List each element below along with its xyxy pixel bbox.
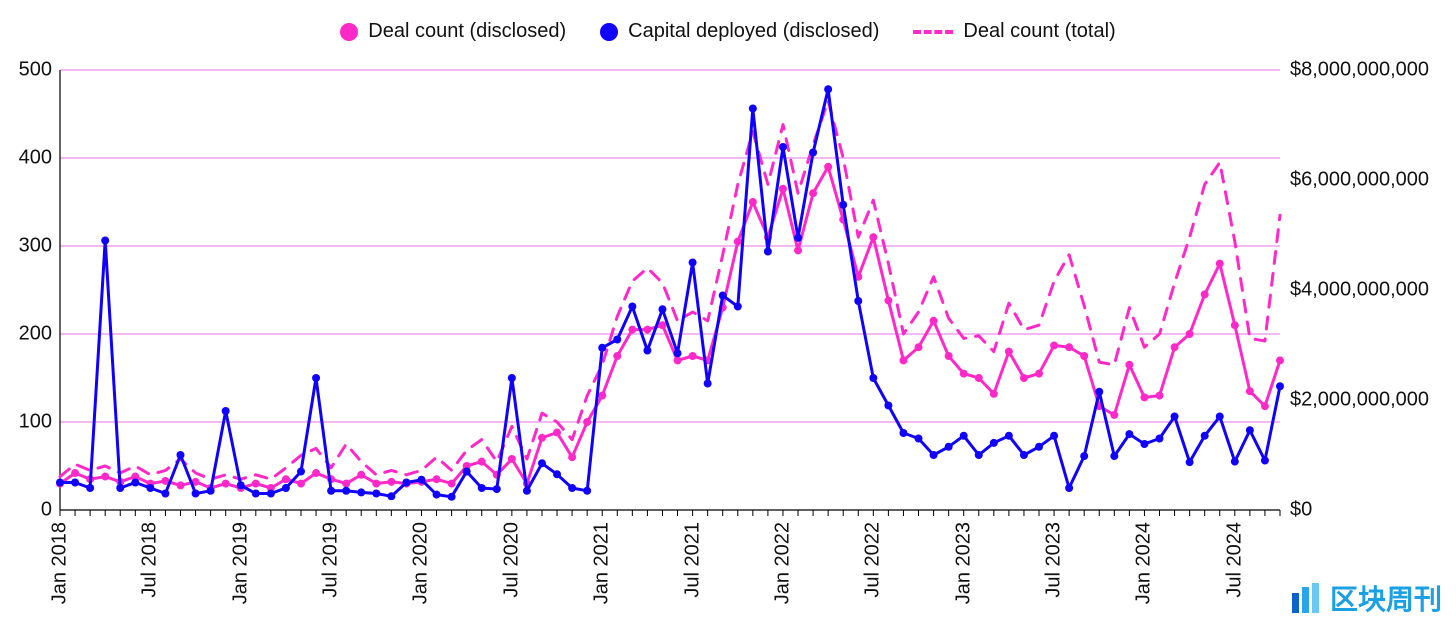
chart-container: Deal count (disclosed)Capital deployed (… bbox=[0, 0, 1456, 624]
watermark-logo-icon bbox=[1290, 583, 1324, 613]
x-tick-label: Jan 2022 bbox=[771, 522, 794, 604]
watermark-text: 区块周刊 bbox=[1330, 578, 1442, 618]
x-tick-label: Jul 2022 bbox=[862, 522, 885, 598]
x-tick-label: Jan 2024 bbox=[1133, 522, 1156, 604]
x-axis-ticks: Jan 2018 Jul 2018 Jan 2019 Jul 2019 Jan 2020… bbox=[0, 0, 1456, 624]
x-tick-label: Jul 2019 bbox=[320, 522, 343, 598]
x-tick-label: Jan 2023 bbox=[952, 522, 975, 604]
x-tick-label: Jul 2020 bbox=[500, 522, 523, 598]
x-tick-label: Jul 2021 bbox=[681, 522, 704, 598]
watermark: 区块周刊 bbox=[1290, 578, 1442, 618]
x-tick-label: Jan 2018 bbox=[49, 522, 72, 604]
x-tick-label: Jan 2019 bbox=[229, 522, 252, 604]
x-tick-label: Jul 2018 bbox=[139, 522, 162, 598]
x-tick-label: Jul 2023 bbox=[1043, 522, 1066, 598]
x-tick-label: Jan 2020 bbox=[410, 522, 433, 604]
x-tick-label: Jul 2024 bbox=[1223, 522, 1246, 598]
x-tick-label: Jan 2021 bbox=[591, 522, 614, 604]
